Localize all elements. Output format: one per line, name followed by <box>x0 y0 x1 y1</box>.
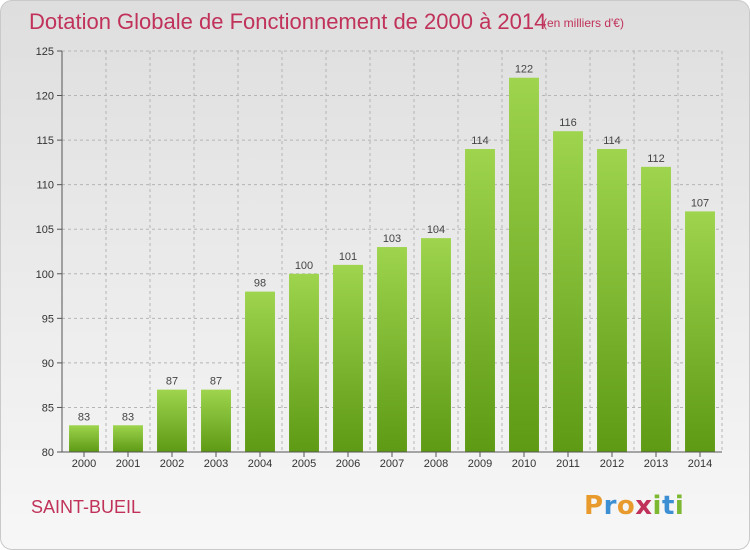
x-tick-label: 2011 <box>556 458 580 470</box>
bar <box>685 211 715 452</box>
x-tick-label: 2006 <box>336 458 360 470</box>
chart-title: Dotation Globale de Fonctionnement de 20… <box>29 9 547 34</box>
data-label: 122 <box>515 64 533 76</box>
bar <box>69 425 99 452</box>
x-tick-label: 2010 <box>512 458 536 470</box>
bar <box>245 291 275 452</box>
x-tick-label: 2004 <box>248 458 272 470</box>
logo-letter: i <box>652 491 662 521</box>
y-tick-label: 85 <box>42 402 54 414</box>
x-tick-label: 2014 <box>688 458 712 470</box>
data-label: 114 <box>471 135 489 147</box>
bar <box>509 77 539 452</box>
data-label: 104 <box>427 224 445 236</box>
bars: 83 83 87 87 98 100 101 103 104 114 122 116 114 112 107 <box>69 64 715 452</box>
logo-letter: o <box>616 491 636 521</box>
data-label: 100 <box>295 260 313 272</box>
y-tick-label: 80 <box>42 447 54 459</box>
x-tick-label: 2002 <box>160 458 184 470</box>
y-tick-label: 125 <box>36 46 54 58</box>
bar <box>289 273 319 452</box>
x-tick-label: 2009 <box>468 458 492 470</box>
logo-letter: P <box>584 491 604 521</box>
bar <box>201 389 231 452</box>
y-tick-label: 105 <box>36 224 54 236</box>
data-label: 83 <box>122 411 134 423</box>
bar <box>641 166 671 452</box>
data-label: 112 <box>647 153 665 165</box>
x-tick-label: 2003 <box>204 458 228 470</box>
data-label: 83 <box>78 411 90 423</box>
x-tick-label: 2007 <box>380 458 404 470</box>
data-label: 87 <box>210 376 222 388</box>
x-tick-label: 2013 <box>644 458 668 470</box>
x-tick-label: 2001 <box>116 458 140 470</box>
y-tick-label: 115 <box>36 135 54 147</box>
bar <box>421 238 451 452</box>
proxiti-logo: Proxiti <box>584 491 684 521</box>
x-tick-label: 2012 <box>600 458 624 470</box>
bar <box>465 149 495 452</box>
data-label: 107 <box>691 197 709 209</box>
chart-subtitle: (en milliers d'€) <box>543 16 624 30</box>
logo-letter: x <box>635 491 653 521</box>
data-label: 114 <box>603 135 621 147</box>
data-label: 87 <box>166 376 178 388</box>
logo-letter: i <box>674 491 685 521</box>
y-tick-label: 90 <box>42 358 54 370</box>
data-label: 103 <box>383 233 401 245</box>
bar <box>377 247 407 452</box>
bar <box>157 389 187 452</box>
data-label: 116 <box>559 117 577 129</box>
axes: 80 85 90 95 100 105 110 115 120 125 2000 2001 2002 20… <box>36 46 722 470</box>
logo-letter: t <box>661 491 675 521</box>
y-tick-label: 95 <box>42 313 54 325</box>
bar <box>597 149 627 452</box>
y-tick-label: 110 <box>36 180 54 192</box>
x-tick-label: 2008 <box>424 458 448 470</box>
x-tick-label: 2005 <box>292 458 316 470</box>
bar <box>113 425 143 452</box>
commune-name: SAINT-BUEIL <box>31 497 142 517</box>
logo-letter: r <box>603 491 617 521</box>
data-label: 98 <box>254 278 266 290</box>
x-tick-label: 2000 <box>72 458 96 470</box>
data-label: 101 <box>339 251 357 263</box>
y-tick-label: 120 <box>36 91 54 103</box>
bar <box>333 264 363 452</box>
bar <box>553 131 583 452</box>
y-tick-label: 100 <box>36 269 54 281</box>
